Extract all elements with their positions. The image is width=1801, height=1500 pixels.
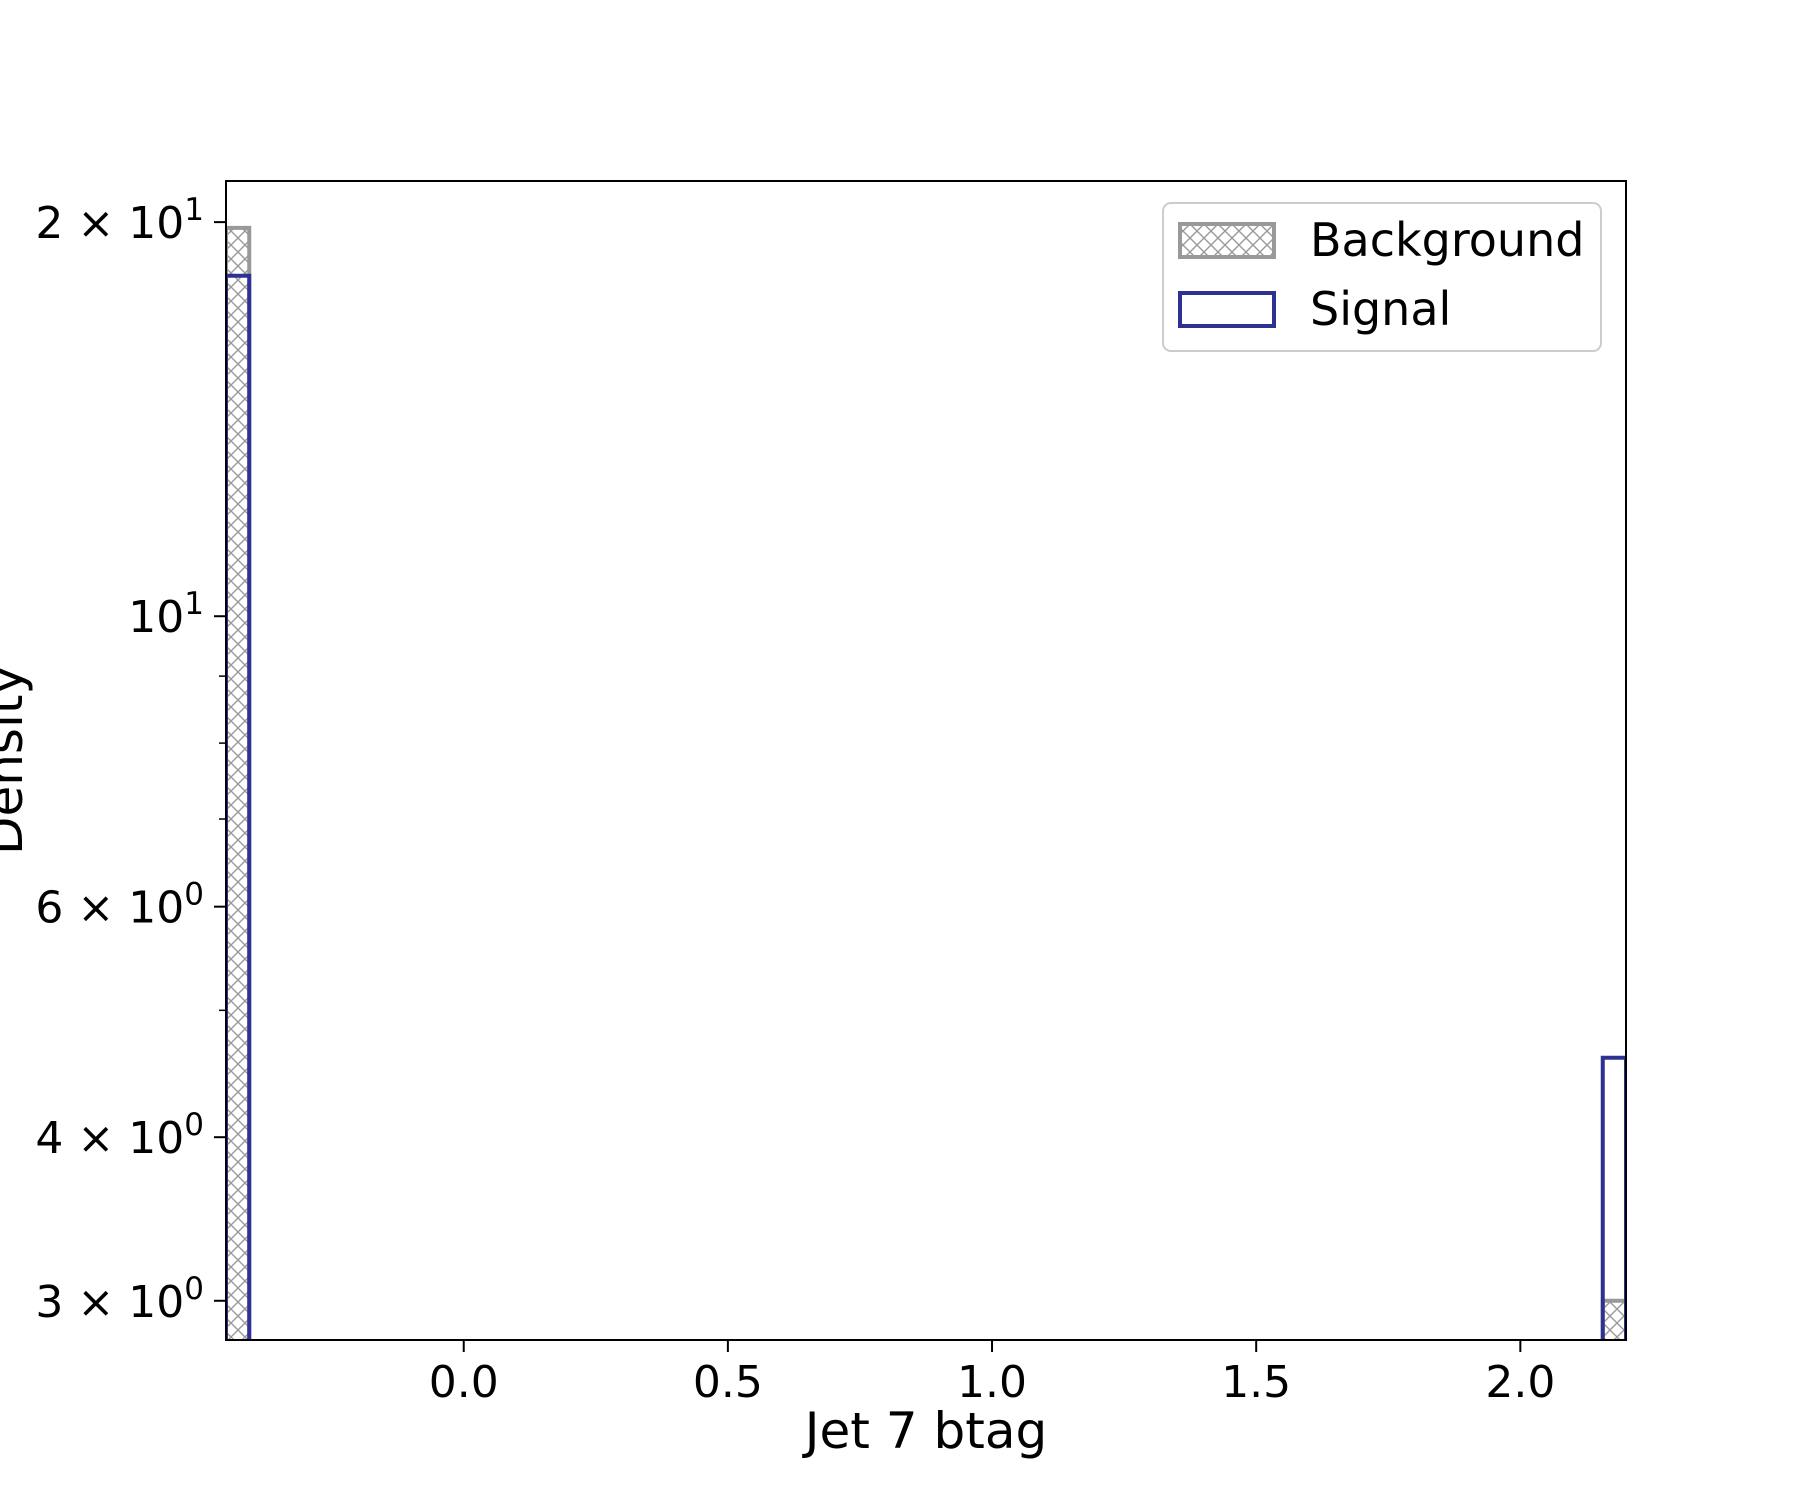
y-axis: 3 × 100 4 × 100 6 × 100 101 2 × 101 bbox=[35, 192, 226, 1328]
x-tick-label: 1.0 bbox=[957, 1357, 1027, 1408]
background-bar-0 bbox=[226, 227, 250, 1340]
signal-bar-0 bbox=[226, 273, 252, 1340]
background-bar-1 bbox=[1602, 1300, 1626, 1340]
legend-label-background: Background bbox=[1310, 213, 1584, 267]
x-axis: 0.0 0.5 1.0 1.5 2.0 bbox=[429, 1340, 1555, 1408]
x-tick-label: 0.0 bbox=[429, 1357, 499, 1408]
legend-swatch-background bbox=[1178, 222, 1276, 259]
y-tick-label: 6 × 100 bbox=[35, 877, 204, 934]
y-tick-label: 2 × 101 bbox=[35, 192, 204, 249]
legend-swatch-signal bbox=[1178, 291, 1276, 328]
bars-layer bbox=[226, 225, 1626, 1340]
x-axis-label: Jet 7 btag bbox=[802, 1402, 1047, 1460]
x-tick-label: 0.5 bbox=[693, 1357, 763, 1408]
y-axis-label: Density bbox=[0, 665, 34, 855]
legend-label-signal: Signal bbox=[1310, 282, 1451, 336]
x-tick-label: 2.0 bbox=[1485, 1357, 1555, 1408]
x-tick-label: 1.5 bbox=[1221, 1357, 1291, 1408]
plot-frame bbox=[225, 180, 1627, 1341]
y-tick-label: 4 × 100 bbox=[35, 1107, 204, 1164]
legend: Background Signal bbox=[1162, 202, 1602, 352]
y-tick-label: 3 × 100 bbox=[35, 1271, 204, 1328]
y-tick-label: 101 bbox=[128, 586, 204, 643]
signal-bar-1 bbox=[1600, 1055, 1626, 1340]
